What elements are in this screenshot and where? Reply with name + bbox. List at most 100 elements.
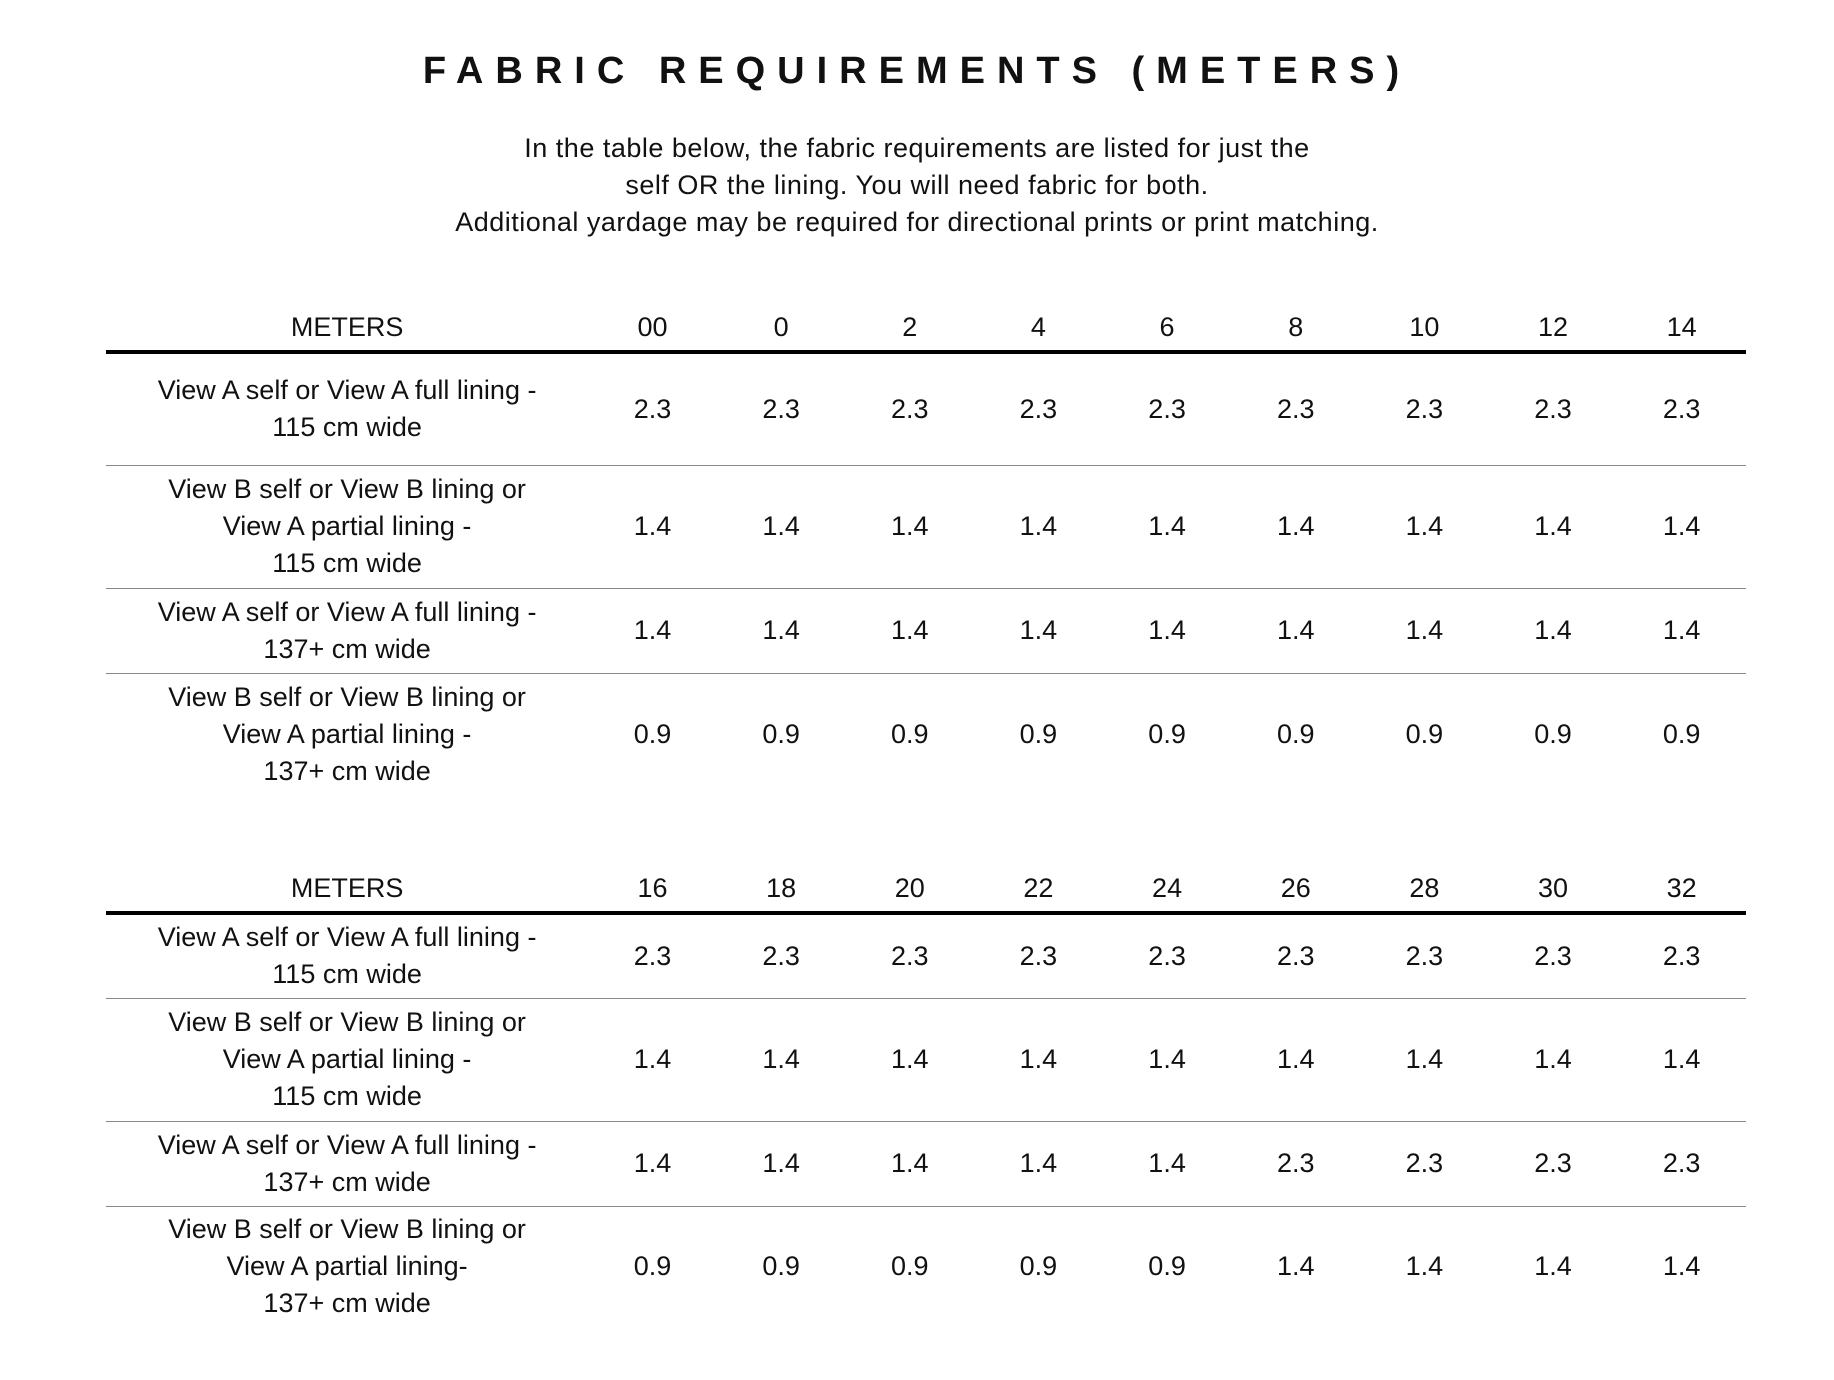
size-header: 18 bbox=[716, 866, 846, 915]
row-label: View A self or View A full lining - 137+ … bbox=[106, 588, 589, 674]
table-row: View A self or View A full lining - 137+ … bbox=[106, 588, 1746, 674]
row-label-line: View A partial lining - bbox=[222, 1044, 472, 1074]
value-cell: 1.4 bbox=[845, 998, 975, 1122]
intro-line: In the table below, the fabric requireme… bbox=[524, 133, 1310, 163]
value-cell: 0.9 bbox=[762, 718, 800, 749]
value-cell: 0.9 bbox=[1148, 1251, 1186, 1282]
value-cell: 1.4 bbox=[1534, 1251, 1572, 1282]
intro-text: In the table below, the fabric requireme… bbox=[0, 130, 1834, 241]
size-header: 14 bbox=[1617, 305, 1746, 354]
header-label: METERS bbox=[106, 305, 589, 354]
value-cell: 0.9 bbox=[1662, 718, 1701, 749]
value-cell: 1.4 bbox=[1102, 465, 1232, 589]
value-cell: 1.4 bbox=[1231, 588, 1361, 674]
table-row: View A self or View A full lining - 115 c… bbox=[106, 352, 1746, 466]
value-cell: 1.4 bbox=[1488, 588, 1618, 674]
row-label-line: View A self or View A full lining - bbox=[157, 1129, 537, 1160]
header-row: METERS 16 18 20 22 24 26 28 30 32 bbox=[106, 866, 1746, 915]
size-header: 12 bbox=[1488, 305, 1618, 354]
row-label: View A self or View A full lining - 115 c… bbox=[106, 352, 589, 466]
value-cell: 0.9 bbox=[1534, 718, 1572, 749]
value-cell: 2.3 bbox=[716, 352, 846, 466]
size-header: 10 bbox=[1360, 305, 1489, 354]
value-cell: 2.3 bbox=[588, 352, 717, 466]
value-cell: 2.3 bbox=[1617, 1121, 1746, 1207]
table-row: View A self or View A full lining - 137+ … bbox=[106, 1121, 1746, 1207]
value-cell: 1.4 bbox=[974, 588, 1103, 674]
row-label: View B self or View B lining or View A pa… bbox=[106, 1206, 588, 1327]
row-label-line: View A partial lining - bbox=[222, 511, 472, 541]
value-cell: 1.4 bbox=[716, 998, 846, 1122]
value-cell: 1.4 bbox=[1360, 998, 1489, 1122]
value-cell: 1.4 bbox=[1276, 1251, 1315, 1282]
value-cell: 2.3 bbox=[1231, 913, 1361, 999]
row-label-line: View B self or View B lining or bbox=[168, 1214, 526, 1245]
value-cell: 1.4 bbox=[974, 465, 1103, 589]
row-label: View B self or View B lining or View A pa… bbox=[106, 998, 589, 1122]
value-cell: 1.4 bbox=[588, 588, 717, 674]
value-cell: 1.4 bbox=[1617, 465, 1746, 589]
value-cell: 2.3 bbox=[845, 352, 975, 466]
value-cell: 0.9 bbox=[1019, 718, 1058, 749]
value-cell: 1.4 bbox=[1617, 998, 1746, 1122]
value-cell: 2.3 bbox=[974, 913, 1103, 999]
table-row: View B self or View B lining or View A pa… bbox=[106, 673, 1746, 795]
row-label-line: 115 cm wide bbox=[272, 1081, 422, 1111]
row-label-line: 137+ cm wide bbox=[263, 755, 431, 786]
row-label: View A self or View A full lining - 115 c… bbox=[106, 913, 589, 999]
row-label-line: 137+ cm wide bbox=[263, 1288, 431, 1319]
value-cell: 1.4 bbox=[716, 588, 846, 674]
value-cell: 1.4 bbox=[588, 998, 717, 1122]
row-label-line: View B self or View B lining or bbox=[168, 681, 526, 712]
intro-line: self OR the lining. You will need fabric… bbox=[625, 170, 1209, 200]
size-header: 00 bbox=[588, 305, 717, 354]
value-cell: 2.3 bbox=[716, 913, 846, 999]
size-header: 30 bbox=[1488, 866, 1618, 915]
value-cell: 2.3 bbox=[1231, 352, 1361, 466]
value-cell: 1.4 bbox=[1405, 1251, 1444, 1282]
value-cell: 1.4 bbox=[1231, 465, 1361, 589]
value-cell: 1.4 bbox=[845, 588, 975, 674]
row-label-line: 115 cm wide bbox=[272, 959, 422, 990]
value-cell: 1.4 bbox=[588, 465, 717, 589]
value-cell: 1.4 bbox=[845, 1121, 975, 1207]
intro-line: Additional yardage may be required for d… bbox=[455, 207, 1379, 237]
value-cell: 1.4 bbox=[588, 1121, 717, 1207]
row-label-line: View A self or View A full lining - bbox=[157, 596, 537, 627]
size-header: 2 bbox=[845, 305, 975, 354]
value-cell: 0.9 bbox=[1148, 718, 1186, 749]
value-cell: 2.3 bbox=[1102, 352, 1232, 466]
row-label-line: View A partial lining- bbox=[226, 1251, 468, 1282]
value-cell: 2.3 bbox=[588, 913, 717, 999]
size-header: 28 bbox=[1360, 866, 1489, 915]
value-cell: 1.4 bbox=[974, 1121, 1103, 1207]
row-label: View B self or View B lining or View A pa… bbox=[106, 673, 588, 795]
value-cell: 1.4 bbox=[1488, 998, 1618, 1122]
fabric-table-sizes-00-14: METERS 00 0 2 4 6 8 10 12 14 View A self or View A… bbox=[106, 305, 1746, 795]
value-cell: 0.9 bbox=[1019, 1251, 1058, 1282]
value-cell: 1.4 bbox=[716, 465, 846, 589]
value-cell: 1.4 bbox=[1102, 1121, 1232, 1207]
size-header: 6 bbox=[1102, 305, 1232, 354]
header-row: METERS 00 0 2 4 6 8 10 12 14 bbox=[106, 305, 1746, 354]
size-header: 32 bbox=[1617, 866, 1746, 915]
value-cell: 0.9 bbox=[762, 1251, 800, 1282]
value-cell: 2.3 bbox=[1360, 352, 1489, 466]
table-row: View B self or View B lining or View A pa… bbox=[106, 998, 1746, 1122]
value-cell: 2.3 bbox=[1488, 1121, 1618, 1207]
row-label: View B self or View B lining or View A pa… bbox=[106, 465, 589, 589]
value-cell: 2.3 bbox=[1617, 913, 1746, 999]
value-cell: 1.4 bbox=[1662, 1251, 1701, 1282]
fabric-table-sizes-16-32: METERS 16 18 20 22 24 26 28 30 32 View A self or V… bbox=[106, 866, 1746, 1327]
value-cell: 0.9 bbox=[891, 718, 929, 749]
value-cell: 2.3 bbox=[845, 913, 975, 999]
row-label-line: 137+ cm wide bbox=[263, 633, 431, 664]
size-header: 8 bbox=[1231, 305, 1361, 354]
row-label-line: View B self or View B lining or bbox=[168, 1007, 526, 1037]
value-cell: 2.3 bbox=[1360, 1121, 1489, 1207]
value-cell: 2.3 bbox=[1360, 913, 1489, 999]
value-cell: 1.4 bbox=[1360, 588, 1489, 674]
value-cell: 1.4 bbox=[1488, 465, 1618, 589]
value-cell: 1.4 bbox=[974, 998, 1103, 1122]
row-label-line: View A partial lining - bbox=[222, 718, 472, 749]
